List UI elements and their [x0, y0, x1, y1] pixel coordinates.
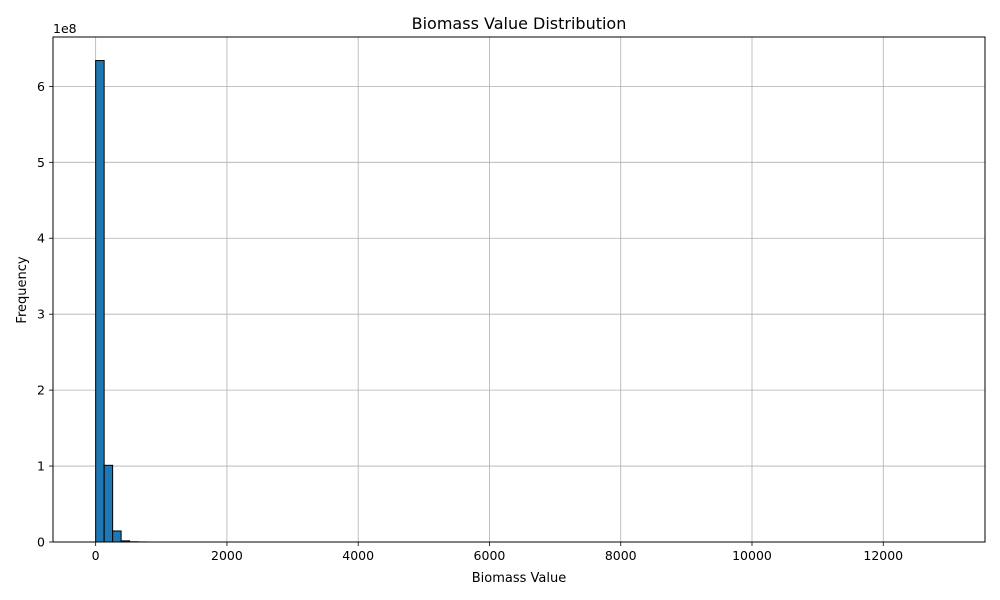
chart-title: Biomass Value Distribution	[412, 14, 627, 33]
y-tick-label: 3	[37, 307, 45, 322]
y-axis-title: Frequency	[15, 256, 30, 323]
plot-frame	[52, 36, 986, 543]
x-tick-label: 6000	[474, 548, 506, 563]
x-tick-label: 8000	[605, 548, 637, 563]
histogram-bar	[103, 464, 114, 543]
x-tick-label: 12000	[863, 548, 903, 563]
x-axis: 0 2000 4000 6000 8000 10000 12000	[92, 542, 903, 563]
x-axis-title: Biomass Value	[472, 571, 567, 586]
x-tick-label: 4000	[342, 548, 374, 563]
x-tick-label: 10000	[732, 548, 772, 563]
y-tick-label: 6	[37, 79, 45, 94]
y-tick-label: 0	[37, 535, 45, 550]
y-tick-label: 1	[37, 459, 45, 474]
y-tick-label: 4	[37, 231, 45, 246]
y-tick-label: 2	[37, 383, 45, 398]
grid-lines	[53, 37, 985, 543]
y-tick-label: 5	[37, 155, 45, 170]
x-tick-label: 0	[92, 548, 100, 563]
y-axis: 0 1 2 3 4 5 6	[37, 79, 53, 550]
histogram-bar	[95, 60, 105, 543]
x-tick-label: 2000	[211, 548, 243, 563]
y-offset-label: 1e8	[53, 21, 77, 36]
histogram-bar	[112, 530, 122, 543]
